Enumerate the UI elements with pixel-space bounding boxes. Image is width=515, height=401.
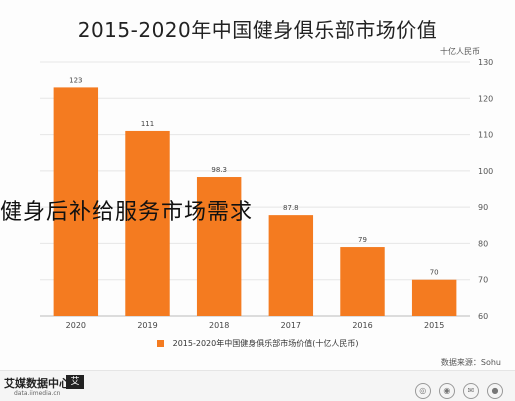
unit-label: 十亿人民币 bbox=[440, 47, 480, 56]
x-tick-label: 2017 bbox=[281, 321, 301, 330]
x-tick-label: 2018 bbox=[209, 321, 229, 330]
bar bbox=[196, 177, 242, 316]
x-tick-label: 2016 bbox=[352, 321, 372, 330]
chart-title: 2015-2020年中国健身俱乐部市场价值 bbox=[77, 18, 438, 42]
y-tick-label: 130 bbox=[478, 58, 493, 67]
y-tick-label: 120 bbox=[478, 94, 493, 103]
y-tick-label: 60 bbox=[478, 312, 488, 321]
bar-value-label: 79 bbox=[358, 236, 367, 244]
bar-value-label: 123 bbox=[69, 76, 82, 84]
mail-icon[interactable]: ✉ bbox=[462, 383, 479, 399]
bar bbox=[53, 87, 99, 317]
y-tick-label: 80 bbox=[478, 239, 488, 248]
bar-chart: 130 120 110 100 90 80 70 60 123 2020 111 2019 98.3 20… bbox=[40, 58, 493, 330]
bar-value-label: 98.3 bbox=[211, 166, 227, 174]
brand-url[interactable]: data.iimedia.cn bbox=[14, 390, 61, 397]
legend: 2015-2020年中国健身俱乐部市场价值(十亿人民币) bbox=[0, 333, 515, 352]
weibo-icon[interactable]: ◎ bbox=[414, 383, 431, 399]
bar bbox=[411, 279, 457, 316]
user-icon[interactable]: ● bbox=[487, 383, 503, 399]
bar-value-label: 111 bbox=[141, 120, 154, 128]
legend-swatch bbox=[156, 340, 164, 347]
legend-label: 2015-2020年中国健身俱乐部市场价值(十亿人民币) bbox=[172, 339, 359, 348]
y-tick-label: 100 bbox=[478, 167, 493, 176]
y-tick-label: 90 bbox=[478, 203, 488, 212]
footer: 艾媒数据中心 艾 data.iimedia.cn ◎ ◉ ✉ ● bbox=[0, 370, 515, 401]
x-tick-label: 2015 bbox=[424, 321, 444, 330]
y-tick-label: 110 bbox=[478, 131, 493, 140]
bar bbox=[125, 130, 170, 316]
brand-logo-icon: 艾 bbox=[66, 375, 84, 389]
bar bbox=[340, 247, 385, 316]
source-text: 数据来源：Sohu bbox=[440, 358, 501, 367]
social-links: ◎ ◉ ✉ ● bbox=[412, 378, 503, 399]
brand-name: 艾媒数据中心 bbox=[4, 377, 70, 390]
bar-value-label: 87.8 bbox=[283, 204, 299, 212]
overlay-caption: 健身后补给服务市场需求 bbox=[0, 200, 254, 225]
x-tick-label: 2020 bbox=[66, 321, 86, 330]
y-tick-label: 70 bbox=[478, 276, 488, 285]
x-tick-label: 2019 bbox=[137, 321, 157, 330]
bar bbox=[268, 215, 314, 316]
bar-value-label: 70 bbox=[430, 269, 439, 277]
wechat-icon[interactable]: ◉ bbox=[438, 383, 455, 399]
